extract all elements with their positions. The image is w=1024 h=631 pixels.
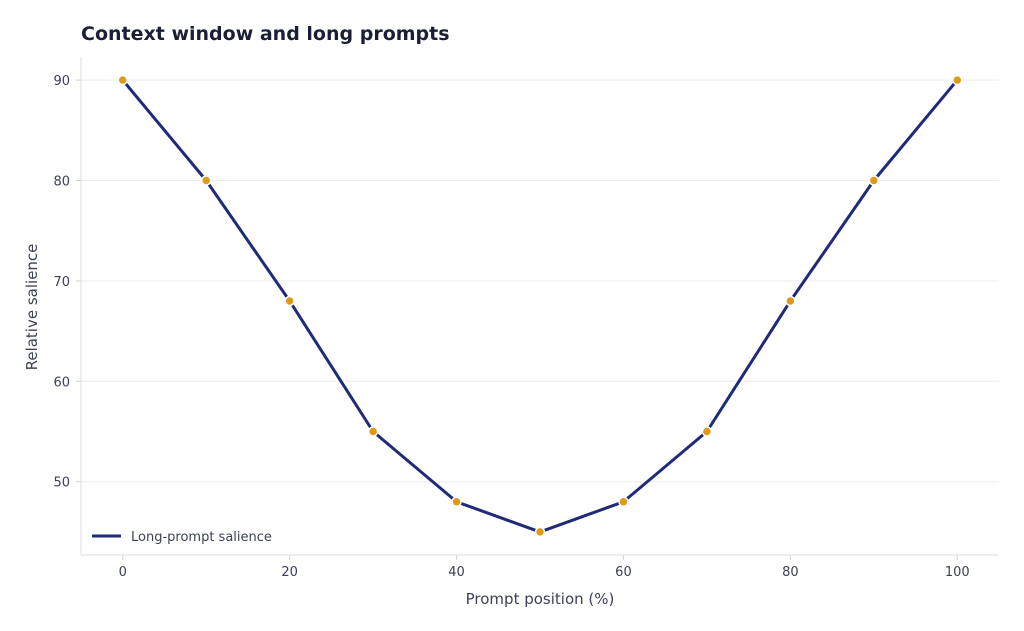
- data-point-80[interactable]: [785, 295, 796, 307]
- x-tick-label-0: 0: [119, 565, 127, 580]
- x-tick-label-40: 40: [448, 565, 465, 580]
- data-point-100[interactable]: [952, 74, 963, 86]
- data-point-0[interactable]: [117, 74, 128, 86]
- x-axis-label: Prompt position (%): [466, 590, 615, 608]
- y-tick-label-80: 80: [53, 174, 70, 189]
- x-tick-label-20: 20: [281, 565, 298, 580]
- x-tick-label-100: 100: [945, 565, 970, 580]
- data-point-30[interactable]: [367, 426, 379, 437]
- tick-labels: 50 60 70 80 90 0 20 40 60 80 100: [53, 74, 969, 580]
- y-axis-label: Relative salience: [23, 244, 41, 371]
- markers-layer: [117, 74, 963, 538]
- grid-lines: [81, 79, 999, 483]
- axes: [76, 57, 999, 560]
- chart-title: Context window and long prompts: [81, 23, 450, 45]
- data-point-20[interactable]: [284, 295, 295, 307]
- y-tick-label-50: 50: [53, 476, 70, 491]
- data-point-10[interactable]: [200, 175, 212, 186]
- data-point-70[interactable]: [701, 426, 713, 437]
- series-layer: [121, 78, 959, 534]
- legend-label: Long-prompt salience: [131, 530, 272, 545]
- data-point-60[interactable]: [618, 496, 629, 508]
- y-tick-label-90: 90: [53, 74, 70, 89]
- series-line-0: [121, 78, 959, 534]
- legend: Long-prompt salience: [92, 530, 272, 545]
- y-tick-label-70: 70: [53, 275, 70, 290]
- data-point-90[interactable]: [868, 175, 880, 186]
- y-tick-label-60: 60: [53, 375, 70, 390]
- x-tick-label-60: 60: [615, 565, 632, 580]
- data-point-50[interactable]: [534, 526, 546, 538]
- x-tick-label-80: 80: [782, 565, 799, 580]
- data-point-40[interactable]: [451, 496, 462, 508]
